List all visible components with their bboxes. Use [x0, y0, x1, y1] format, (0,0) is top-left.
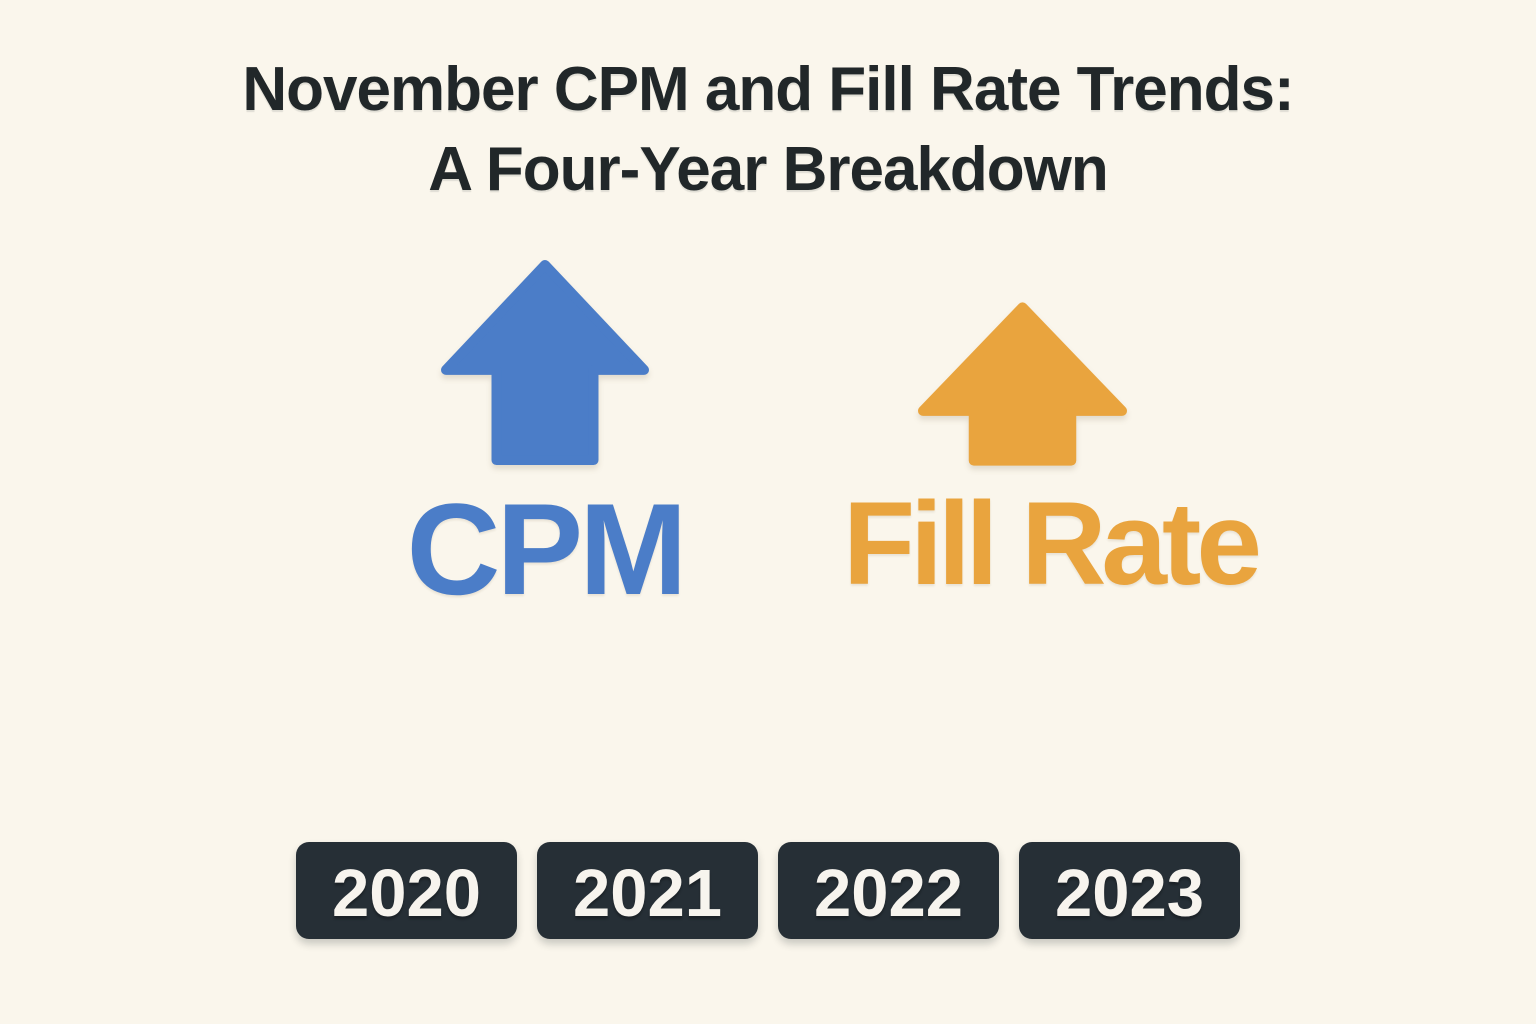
metric-fill-rate: Fill Rate [840, 301, 1262, 610]
year-badge-2021[interactable]: 2021 [537, 842, 758, 939]
year-badge-2022[interactable]: 2022 [778, 842, 999, 939]
page-title: November CPM and Fill Rate Trends: A Fou… [0, 50, 1536, 210]
title-line-1: November CPM and Fill Rate Trends: [242, 55, 1294, 124]
year-row: 2020 2021 2022 2023 [0, 842, 1536, 939]
metric-cpm-label: CPM [406, 476, 688, 622]
fill-rate-up-arrow-icon [917, 302, 1127, 466]
cpm-up-arrow-icon [440, 259, 650, 466]
year-badge-2023[interactable]: 2023 [1019, 842, 1240, 939]
metric-cpm: CPM [380, 258, 710, 614]
title-line-2: A Four-Year Breakdown [428, 135, 1109, 204]
year-badge-2020[interactable]: 2020 [296, 842, 517, 939]
metric-fill-rate-label: Fill Rate [843, 478, 1262, 610]
